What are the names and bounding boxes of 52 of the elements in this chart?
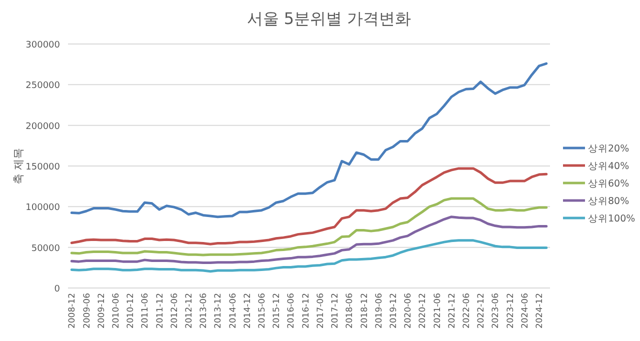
x-tick-label: 2013-06 [199, 293, 210, 329]
x-tick-label: 2022-12 [476, 293, 487, 329]
x-tick-label: 2016-12 [301, 293, 312, 329]
line-series [70, 62, 548, 218]
x-tick-label: 2011-06 [140, 293, 151, 329]
x-tick-label: 2015-12 [272, 293, 282, 329]
x-tick-label: 2019-06 [374, 293, 384, 329]
x-tick-label: 2017-12 [330, 293, 341, 329]
legend-label: 상위40% [588, 161, 630, 172]
legend-label: 상위60% [588, 178, 630, 190]
x-tick-label: 2012-06 [170, 293, 180, 329]
x-tick-label: 2014-12 [242, 293, 253, 329]
x-tick-label: 2021-12 [447, 293, 458, 329]
x-tick-label: 2012-12 [184, 293, 194, 329]
x-tick-label: 2011-12 [155, 293, 166, 329]
x-tick-label: 2018-06 [345, 293, 356, 329]
legend-label: 상위100% [588, 214, 636, 224]
y-tick-label: 100000 [26, 203, 60, 214]
x-tick-label: 2020-12 [418, 293, 428, 329]
x-tick-label: 2023-06 [491, 293, 502, 329]
y-tick-label: 150000 [26, 162, 60, 172]
line-series [70, 216, 548, 264]
x-tick-label: 2022-06 [462, 293, 472, 329]
line-series [70, 239, 548, 273]
x-tick-label: 2017-06 [316, 293, 326, 329]
x-tick-label: 2008-12 [68, 293, 78, 329]
y-tick-label: 250000 [26, 81, 60, 92]
x-tick-label: 2018-12 [360, 293, 370, 329]
x-tick-label: 2020-06 [404, 293, 414, 329]
x-tick-label: 2016-06 [286, 293, 297, 329]
x-tick-label: 2024-12 [535, 293, 546, 329]
x-tick-label: 2024-06 [520, 293, 530, 329]
line-series [70, 197, 548, 256]
y-tick-label: 200000 [26, 122, 60, 132]
legend-label: 상위20% [588, 144, 630, 154]
y-tick-label: 300000 [26, 40, 60, 50]
x-tick-label: 2010-06 [111, 293, 122, 329]
legend-label: 상위80% [588, 196, 630, 207]
y-tick-label: 0 [54, 284, 60, 294]
x-tick-label: 2014-06 [228, 293, 238, 329]
x-tick-label: 2009-06 [82, 293, 92, 329]
x-tick-label: 2015-06 [258, 293, 268, 329]
x-tick-label: 2021-06 [432, 293, 443, 329]
x-tick-label: 2010-12 [126, 293, 136, 329]
x-tick-label: 2013-12 [214, 293, 224, 329]
line-series [70, 167, 548, 246]
y-tick-label: 50000 [31, 244, 60, 254]
x-tick-label: 2023-12 [506, 293, 516, 329]
x-tick-label: 2019-12 [388, 293, 399, 329]
chart-title: 서울 5분위별 가격변화 [246, 9, 412, 28]
x-tick-label: 2009-12 [96, 293, 107, 329]
y-axis-title: 축 제목 [12, 148, 25, 184]
